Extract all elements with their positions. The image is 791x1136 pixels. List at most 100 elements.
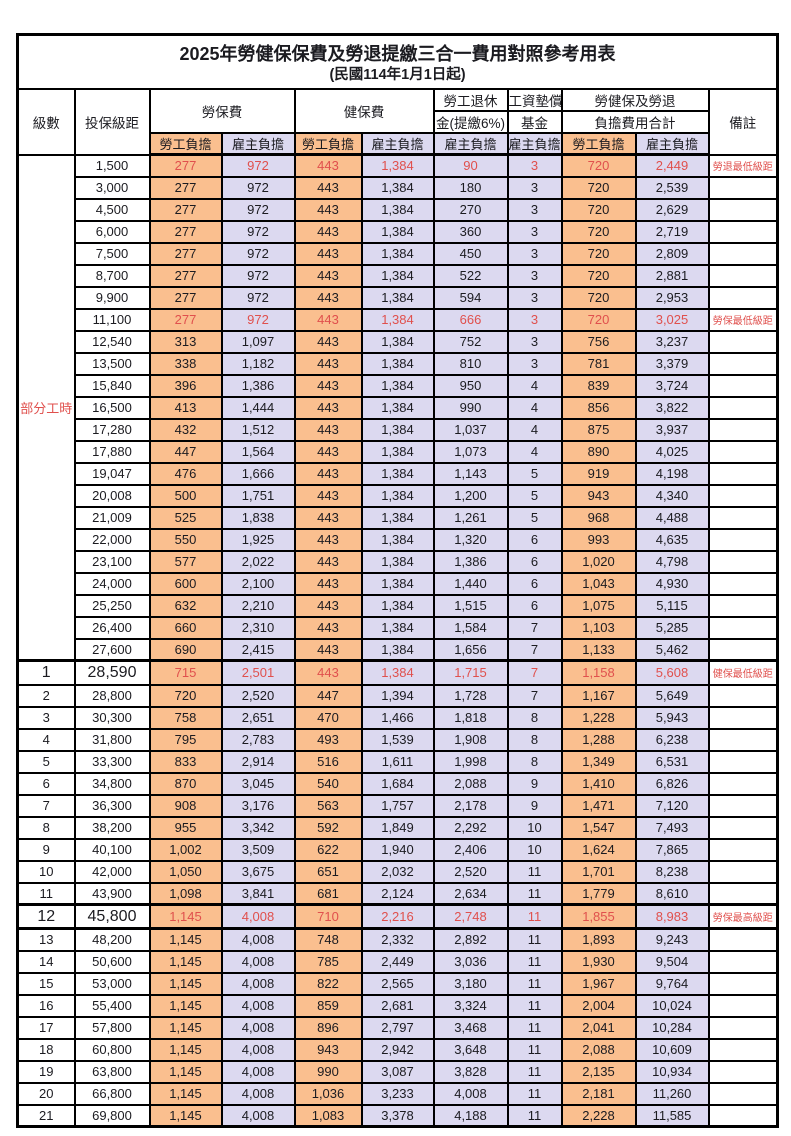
remark-cell — [707, 285, 779, 310]
pension-employer-cell: 2,406 — [432, 837, 509, 862]
health-employer-cell: 1,757 — [360, 793, 435, 818]
wage-fund-cell: 11 — [506, 859, 563, 884]
bracket-cell: 22,000 — [73, 527, 151, 552]
total-employer-cell: 10,284 — [634, 1015, 710, 1040]
health-employer-cell: 2,332 — [360, 927, 435, 952]
remark-cell — [707, 549, 779, 574]
health-employee-cell: 443 — [293, 549, 363, 574]
labor-employee-cell: 1,145 — [148, 1103, 223, 1128]
table-row: 19 63,800 1,145 4,008 990 3,087 3,828 11 2,135 10… — [16, 1059, 779, 1084]
labor-employee-cell: 1,002 — [148, 837, 223, 862]
bracket-cell: 16,500 — [73, 395, 151, 420]
health-employer-cell: 1,384 — [360, 483, 435, 508]
pension-employer-cell: 752 — [432, 329, 509, 354]
pension-employer-cell: 450 — [432, 241, 509, 266]
total-employer-cell: 4,198 — [634, 461, 710, 486]
health-employer-cell: 1,384 — [360, 329, 435, 354]
table-row: 19,047 476 1,666 443 1,384 1,143 5 919 4,198 — [18, 461, 779, 486]
wage-fund-cell: 6 — [506, 593, 563, 618]
remark-cell — [707, 837, 779, 862]
health-employer-cell: 2,942 — [360, 1037, 435, 1062]
remark-cell: 健保最低級距 — [707, 659, 779, 686]
health-employee-cell: 896 — [293, 1015, 363, 1040]
labor-employer-cell: 4,008 — [220, 1059, 296, 1084]
labor-employer-cell: 4,008 — [220, 1037, 296, 1062]
bracket-cell: 20,008 — [73, 483, 151, 508]
table-row: 18 60,800 1,145 4,008 943 2,942 3,648 11 2,088 10… — [16, 1037, 779, 1062]
remark-cell — [707, 461, 779, 486]
table-row: 部分工時 1,500 277 972 443 1,384 90 3 720 2,449 勞退最低級距 — [16, 153, 779, 662]
table-row: 8,700 277 972 443 1,384 522 3 720 2,881 — [18, 263, 779, 288]
col-header-wage-fund-line1: 工資墊償 — [506, 88, 563, 112]
health-employer-cell: 1,384 — [360, 593, 435, 618]
wage-fund-cell: 7 — [506, 659, 563, 686]
labor-employer-cell: 4,008 — [220, 949, 296, 974]
health-employer-cell: 1,384 — [360, 659, 435, 686]
health-employee-cell: 493 — [293, 727, 363, 752]
health-employee-cell: 443 — [293, 417, 363, 442]
total-employer-cell: 8,610 — [634, 881, 710, 906]
remark-cell — [707, 1015, 779, 1040]
total-employee-cell: 2,181 — [560, 1081, 637, 1106]
health-employer-cell: 1,384 — [360, 175, 435, 200]
health-employer-cell: 1,384 — [360, 395, 435, 420]
health-employee-cell: 447 — [293, 683, 363, 708]
total-employee-cell: 1,893 — [560, 927, 637, 952]
labor-employer-cell: 2,520 — [220, 683, 296, 708]
total-employer-cell: 7,120 — [634, 793, 710, 818]
labor-employee-cell: 525 — [148, 505, 223, 530]
pension-employer-cell: 2,520 — [432, 859, 509, 884]
remark-cell — [707, 1037, 779, 1062]
labor-employer-cell: 2,783 — [220, 727, 296, 752]
table-row: 7 36,300 908 3,176 563 1,757 2,178 9 1,471 7,120 — [16, 793, 779, 818]
wage-fund-cell: 3 — [506, 197, 563, 222]
labor-employer-cell: 1,666 — [220, 461, 296, 486]
health-employee-cell: 443 — [293, 461, 363, 486]
health-employee-cell: 622 — [293, 837, 363, 862]
health-employee-cell: 443 — [293, 593, 363, 618]
level-cell: 1 — [16, 659, 76, 686]
table-row: 17 57,800 1,145 4,008 896 2,797 3,468 11 2,041 10… — [16, 1015, 779, 1040]
pension-employer-cell: 1,073 — [432, 439, 509, 464]
total-employee-cell: 919 — [560, 461, 637, 486]
subheader-health-employer: 雇主負擔 — [360, 132, 435, 156]
health-employer-cell: 1,394 — [360, 683, 435, 708]
labor-employee-cell: 277 — [148, 263, 223, 288]
bracket-cell: 6,000 — [73, 219, 151, 244]
level-cell: 2 — [16, 683, 76, 708]
labor-employee-cell: 1,145 — [148, 993, 223, 1018]
level-cell: 12 — [16, 903, 76, 930]
wage-fund-cell: 7 — [506, 615, 563, 640]
health-employer-cell: 3,378 — [360, 1103, 435, 1128]
bracket-cell: 28,800 — [73, 683, 151, 708]
total-employee-cell: 993 — [560, 527, 637, 552]
total-employee-cell: 856 — [560, 395, 637, 420]
bracket-cell: 23,100 — [73, 549, 151, 574]
labor-employer-cell: 1,182 — [220, 351, 296, 376]
health-employer-cell: 1,384 — [360, 285, 435, 310]
remark-cell — [707, 815, 779, 840]
wage-fund-cell: 6 — [506, 571, 563, 596]
labor-employer-cell: 1,097 — [220, 329, 296, 354]
total-employee-cell: 1,167 — [560, 683, 637, 708]
labor-employee-cell: 313 — [148, 329, 223, 354]
wage-fund-cell: 11 — [506, 1103, 563, 1128]
wage-fund-cell: 10 — [506, 837, 563, 862]
table-row: 3 30,300 758 2,651 470 1,466 1,818 8 1,228 5,943 — [16, 705, 779, 730]
health-employer-cell: 3,087 — [360, 1059, 435, 1084]
labor-employer-cell: 3,176 — [220, 793, 296, 818]
total-employee-cell: 720 — [560, 175, 637, 200]
total-employee-cell: 968 — [560, 505, 637, 530]
labor-employee-cell: 277 — [148, 285, 223, 310]
pension-employer-cell: 2,178 — [432, 793, 509, 818]
health-employer-cell: 1,849 — [360, 815, 435, 840]
labor-employer-cell: 972 — [220, 263, 296, 288]
pension-employer-cell: 594 — [432, 285, 509, 310]
bracket-cell: 4,500 — [73, 197, 151, 222]
pension-employer-cell: 950 — [432, 373, 509, 398]
health-employer-cell: 2,216 — [360, 903, 435, 930]
total-employee-cell: 720 — [560, 241, 637, 266]
health-employee-cell: 443 — [293, 483, 363, 508]
total-employee-cell: 2,004 — [560, 993, 637, 1018]
